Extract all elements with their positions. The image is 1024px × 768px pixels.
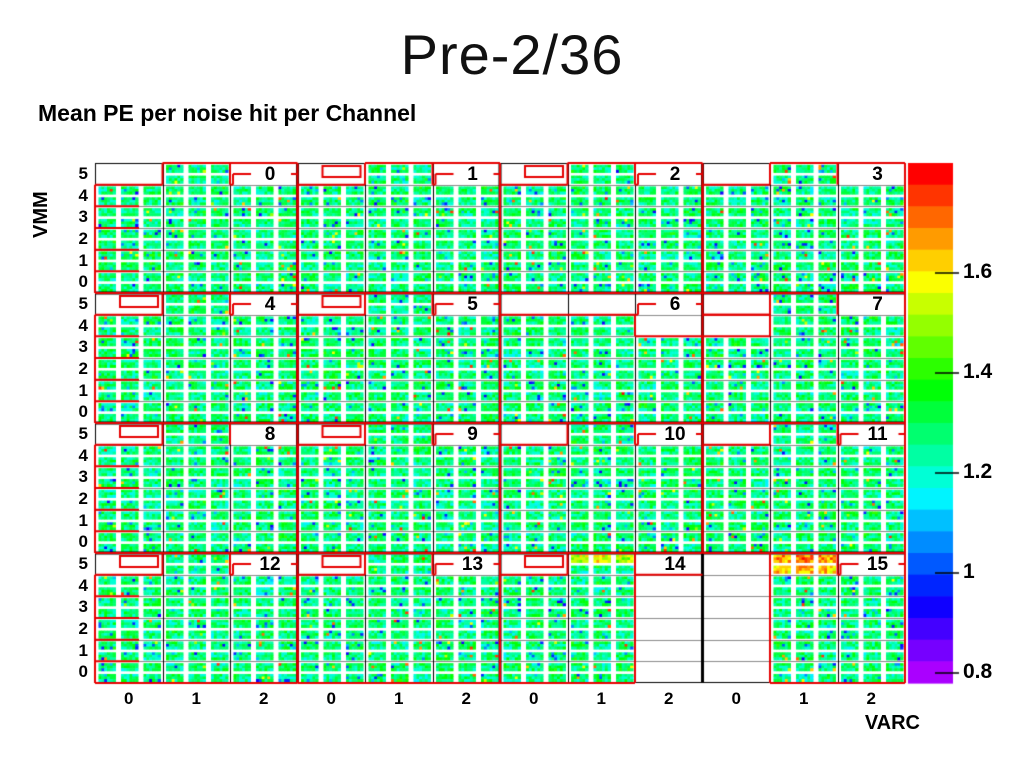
block-label: 14 bbox=[664, 554, 686, 575]
block-label: 12 bbox=[259, 554, 281, 575]
colorbar-tick-label: 1.6 bbox=[963, 260, 993, 283]
block-label: 7 bbox=[872, 294, 883, 315]
varc-tick-label: 2 bbox=[866, 689, 876, 708]
block-label: 11 bbox=[867, 424, 888, 445]
vmm-tick-label: 3 bbox=[78, 467, 88, 487]
vmm-tick-label: 2 bbox=[78, 618, 88, 638]
varc-tick-label: 0 bbox=[529, 689, 539, 708]
vmm-tick-label: 4 bbox=[78, 445, 88, 465]
vmm-tick-label: 0 bbox=[78, 272, 88, 292]
varc-tick-label: 1 bbox=[596, 689, 606, 708]
vmm-tick-label: 0 bbox=[78, 532, 88, 552]
vmm-tick-label: 3 bbox=[78, 597, 88, 617]
colorbar-tick-label: 1.4 bbox=[963, 360, 993, 383]
varc-tick-label: 0 bbox=[124, 689, 134, 708]
vmm-tick-label: 1 bbox=[78, 640, 88, 660]
vmm-tick-label: 1 bbox=[78, 380, 88, 400]
varc-tick-label: 2 bbox=[259, 689, 269, 708]
vmm-tick-label: 4 bbox=[78, 575, 88, 595]
vmm-tick-label: 4 bbox=[78, 315, 88, 335]
vmm-tick-label: 3 bbox=[78, 337, 88, 357]
block-label: 3 bbox=[872, 164, 883, 185]
block-label: 2 bbox=[669, 164, 681, 185]
colorbar-tick-label: 0.8 bbox=[963, 660, 993, 683]
block-label: 4 bbox=[264, 294, 276, 315]
y-axis-title: VMM bbox=[30, 191, 52, 238]
vmm-tick-label: 5 bbox=[78, 293, 88, 313]
block-label: 8 bbox=[264, 424, 276, 445]
block-label: 13 bbox=[461, 554, 484, 575]
varc-tick-label: 2 bbox=[461, 689, 471, 708]
block-label: 10 bbox=[664, 424, 686, 445]
vmm-tick-label: 2 bbox=[78, 228, 88, 248]
vmm-tick-label: 1 bbox=[78, 510, 88, 530]
vmm-tick-label: 5 bbox=[78, 163, 88, 183]
vmm-tick-label: 0 bbox=[78, 402, 88, 422]
block-label: 5 bbox=[467, 294, 478, 315]
vmm-tick-label: 3 bbox=[78, 207, 88, 227]
block-label: 1 bbox=[467, 164, 478, 185]
colorbar-tick-label: 1 bbox=[963, 560, 975, 583]
varc-tick-label: 1 bbox=[191, 689, 201, 708]
block-label: 0 bbox=[264, 164, 276, 185]
varc-tick-label: 1 bbox=[394, 689, 404, 708]
colorbar-tick-label: 1.2 bbox=[963, 460, 993, 483]
block-label: 9 bbox=[467, 424, 478, 445]
vmm-tick-label: 2 bbox=[78, 358, 88, 378]
block-label: 6 bbox=[669, 294, 681, 315]
vmm-tick-label: 1 bbox=[78, 250, 88, 270]
vmm-tick-label: 5 bbox=[78, 423, 88, 443]
vmm-tick-label: 5 bbox=[78, 553, 88, 573]
varc-tick-label: 0 bbox=[326, 689, 336, 708]
varc-tick-label: 1 bbox=[799, 689, 809, 708]
x-axis-title: VARC bbox=[864, 712, 920, 734]
vmm-tick-label: 0 bbox=[78, 662, 88, 682]
chart-title: Mean PE per noise hit per Channel bbox=[38, 100, 417, 126]
block-label: 15 bbox=[866, 554, 889, 575]
varc-tick-label: 0 bbox=[731, 689, 741, 708]
vmm-tick-label: 2 bbox=[78, 488, 88, 508]
page-title: Pre-2/36 bbox=[400, 23, 624, 86]
varc-tick-label: 2 bbox=[664, 689, 674, 708]
vmm-tick-label: 4 bbox=[78, 185, 88, 205]
